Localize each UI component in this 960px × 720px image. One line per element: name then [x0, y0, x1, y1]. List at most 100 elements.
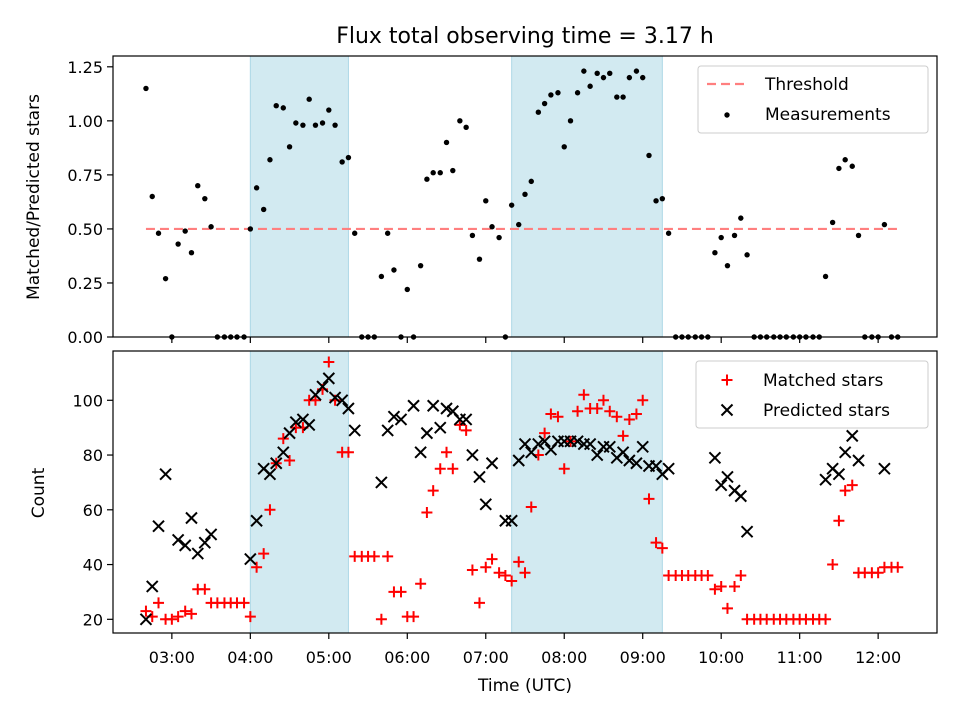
predicted-star-point — [532, 437, 545, 451]
predicted-star-point — [322, 372, 336, 385]
matched-star-point — [441, 446, 453, 458]
measurement-point — [293, 120, 299, 126]
x-tick-label: 06:00 — [384, 648, 430, 667]
matched-star-point — [427, 485, 439, 497]
measurement-point — [829, 219, 836, 226]
matched-star-point — [892, 561, 904, 573]
bottom-axes-frame — [112, 350, 938, 634]
measurement-point — [182, 228, 188, 234]
matched-star-point — [172, 611, 184, 623]
measurement-point — [489, 224, 495, 230]
y-tick-label: 60 — [83, 501, 103, 520]
predicted-star-point — [852, 454, 865, 467]
predicted-star-point — [277, 446, 290, 459]
predicted-star-point — [414, 446, 427, 459]
x-tick-label: 10:00 — [698, 648, 744, 667]
matched-star-point — [578, 389, 590, 401]
measurement-point — [273, 103, 279, 109]
predicted-star-point — [714, 478, 728, 492]
y-tick-label: 100 — [72, 391, 103, 410]
measurement-point — [339, 159, 345, 165]
measurement-point — [267, 157, 273, 163]
measurement-point — [476, 256, 483, 262]
legend-threshold-label: Threshold — [764, 75, 849, 95]
predicted-star-point — [375, 476, 388, 489]
predicted-star-point — [139, 613, 153, 626]
measurement-point — [855, 232, 862, 239]
legend-measurement-swatch — [724, 112, 730, 118]
measurement-point — [881, 221, 888, 228]
panel-ratio: 0.00 0.25 0.50 0.75 1.00 1.25 Matched/Predict… — [24, 55, 938, 347]
matched-star-point — [460, 424, 472, 436]
matched-star-point — [715, 580, 727, 592]
measurement-point — [548, 92, 554, 98]
measurement-point — [469, 232, 476, 239]
matched-star-point — [284, 455, 296, 467]
measurement-point — [202, 195, 208, 202]
measurement-point — [417, 262, 424, 269]
measurement-point — [496, 234, 502, 241]
measurement-point — [188, 250, 195, 256]
top-legend: Threshold Measurements — [697, 65, 929, 134]
predicted-star-point — [636, 440, 649, 454]
matched-star-point — [382, 550, 394, 562]
predicted-star-point — [407, 399, 420, 412]
measurement-point — [522, 191, 528, 198]
predicted-star-point — [185, 511, 198, 525]
predicted-star-point — [473, 470, 486, 484]
measurement-point — [280, 105, 286, 111]
legend-box — [695, 360, 929, 429]
y-tick-label: 0.25 — [67, 274, 103, 293]
bottom-legend: Matched stars Predicted stars — [695, 360, 929, 429]
measurement-point — [195, 182, 201, 189]
measurement-point — [391, 267, 397, 273]
legend-matched-swatch — [721, 374, 733, 386]
predicted-star-point — [289, 415, 303, 429]
predicted-star-point — [721, 470, 734, 484]
predicted-star-point — [571, 435, 584, 448]
measurement-point — [626, 74, 633, 81]
measurement-point — [541, 100, 548, 107]
predicted-star-point — [198, 536, 212, 549]
measurement-point — [528, 178, 534, 185]
measurement-point — [253, 185, 260, 191]
predicted-star-point — [178, 539, 192, 552]
matched-star-point — [611, 411, 623, 423]
measurement-point — [463, 124, 469, 131]
predicted-star-point — [434, 421, 447, 434]
measurement-point — [516, 221, 522, 228]
measurement-point — [620, 94, 626, 100]
matched-star-point — [466, 564, 478, 576]
measurement-point — [352, 230, 358, 236]
x-tick-label: 08:00 — [541, 648, 587, 667]
matched-star-point — [323, 356, 335, 368]
predicted-star-point — [348, 424, 361, 437]
predicted-star-point — [832, 467, 846, 481]
matched-star-point — [650, 537, 662, 549]
matched-star-point — [342, 446, 354, 458]
matched-star-point — [185, 608, 197, 620]
predicted-star-point — [662, 462, 675, 475]
measurement-point — [574, 90, 581, 96]
predicted-star-point — [191, 547, 204, 560]
measurement-point — [581, 68, 587, 74]
top-y-ticks: 0.00 0.25 0.50 0.75 1.00 1.25 — [67, 58, 113, 347]
count-points — [139, 356, 904, 626]
predicted-star-point — [734, 489, 748, 503]
predicted-star-point — [335, 394, 349, 407]
measurement-point — [718, 234, 724, 241]
predicted-star-point — [283, 426, 296, 440]
predicted-star-point — [171, 533, 185, 547]
predicted-star-point — [302, 418, 316, 432]
x-axis-label: Time (UTC) — [477, 676, 572, 696]
matched-star-point — [539, 427, 551, 439]
matched-star-point — [199, 583, 211, 595]
bottom-y-ticks: 20 40 60 80 100 — [72, 391, 113, 629]
predicted-star-point — [479, 498, 492, 511]
measurement-point — [744, 252, 750, 258]
matched-star-point — [415, 578, 427, 590]
matched-star-point — [179, 605, 191, 617]
matched-star-point — [702, 570, 714, 582]
measurement-point — [659, 195, 666, 202]
